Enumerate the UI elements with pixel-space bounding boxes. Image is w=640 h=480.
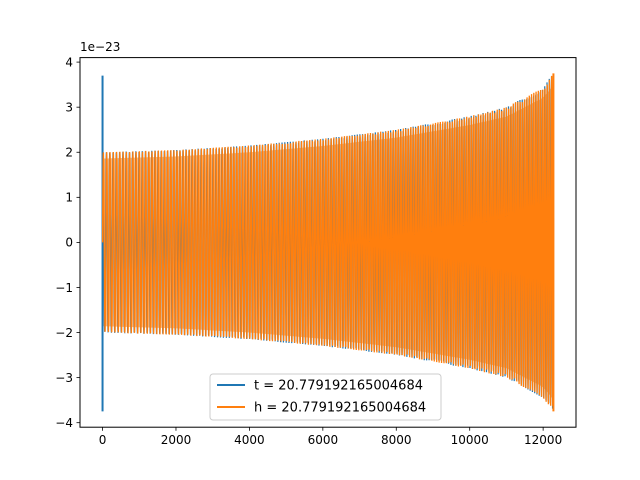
x-tick-label: 0 (99, 433, 107, 447)
x-tick-label: 12000 (524, 433, 562, 447)
y-tick-label: −2 (55, 326, 73, 340)
x-tick-label: 4000 (234, 433, 265, 447)
y-axis: −4 −3 −2 −1 0 1 2 3 4 (55, 55, 80, 430)
x-tick-label: 6000 (308, 433, 339, 447)
y-tick-label: 0 (65, 236, 73, 250)
legend-label-t: t = 20.779192165004684 (254, 379, 423, 394)
y-tick-label: −3 (55, 371, 73, 385)
y-tick-label: −4 (55, 416, 73, 430)
x-tick-label: 8000 (381, 433, 412, 447)
y-tick-label: 2 (65, 146, 73, 160)
legend-label-h: h = 20.779192165004684 (254, 401, 426, 416)
y-tick-label: 3 (65, 100, 73, 114)
y-offset-label: 1e−23 (80, 40, 120, 54)
x-axis: 0 2000 4000 6000 8000 10000 12000 (99, 427, 562, 447)
y-tick-label: 4 (65, 55, 73, 69)
legend: t = 20.779192165004684 h = 20.7791921650… (209, 373, 442, 421)
series-layer (101, 73, 555, 412)
y-tick-label: 1 (65, 191, 73, 205)
x-tick-label: 2000 (161, 433, 192, 447)
legend-box (209, 373, 442, 421)
series-h-line (101, 75, 555, 407)
y-tick-label: −1 (55, 281, 73, 295)
x-tick-label: 10000 (451, 433, 489, 447)
